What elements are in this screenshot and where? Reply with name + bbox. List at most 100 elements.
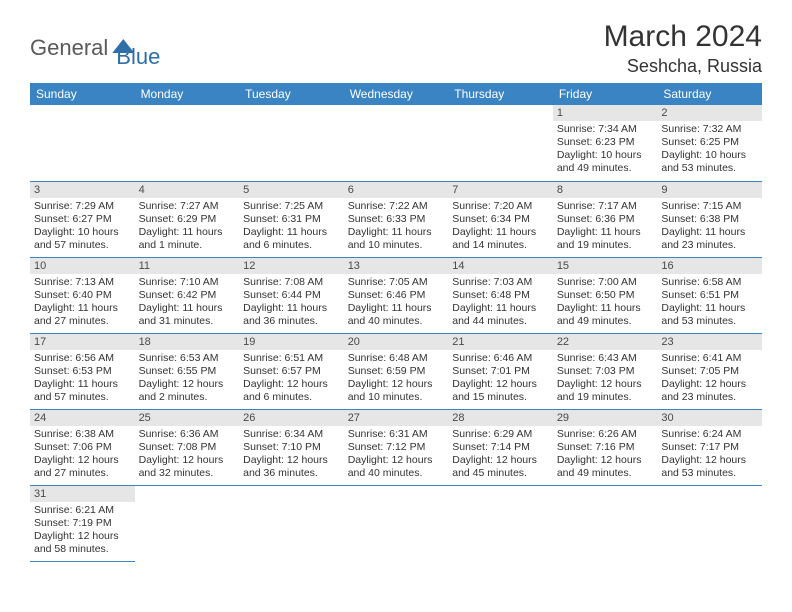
day-number: 4 xyxy=(135,182,240,198)
calendar-cell: 23Sunrise: 6:41 AMSunset: 7:05 PMDayligh… xyxy=(657,333,762,409)
sunrise-line: Sunrise: 7:05 AM xyxy=(348,276,445,289)
sunset-line: Sunset: 6:23 PM xyxy=(557,136,654,149)
brand-logo: General Blue xyxy=(30,26,160,70)
daylight-line-1: Daylight: 12 hours xyxy=(452,378,549,391)
sunset-line: Sunset: 7:01 PM xyxy=(452,365,549,378)
daylight-line-2: and 57 minutes. xyxy=(34,391,131,404)
sunrise-line: Sunrise: 7:25 AM xyxy=(243,200,340,213)
sunset-line: Sunset: 6:29 PM xyxy=(139,213,236,226)
calendar-cell: 21Sunrise: 6:46 AMSunset: 7:01 PMDayligh… xyxy=(448,333,553,409)
sunset-line: Sunset: 6:59 PM xyxy=(348,365,445,378)
calendar-cell xyxy=(448,105,553,181)
daylight-line-1: Daylight: 10 hours xyxy=(557,149,654,162)
daylight-line-2: and 49 minutes. xyxy=(557,467,654,480)
sunset-line: Sunset: 7:05 PM xyxy=(661,365,758,378)
month-title: March 2024 xyxy=(604,20,762,54)
daylight-line-1: Daylight: 12 hours xyxy=(139,454,236,467)
calendar-week: 1Sunrise: 7:34 AMSunset: 6:23 PMDaylight… xyxy=(30,105,762,181)
calendar-cell: 9Sunrise: 7:15 AMSunset: 6:38 PMDaylight… xyxy=(657,181,762,257)
sunset-line: Sunset: 7:14 PM xyxy=(452,441,549,454)
day-number: 10 xyxy=(30,258,135,274)
daylight-line-2: and 36 minutes. xyxy=(243,467,340,480)
day-number: 21 xyxy=(448,334,553,350)
calendar-cell xyxy=(448,485,553,561)
calendar-cell: 11Sunrise: 7:10 AMSunset: 6:42 PMDayligh… xyxy=(135,257,240,333)
sunset-line: Sunset: 6:50 PM xyxy=(557,289,654,302)
day-number: 8 xyxy=(553,182,658,198)
day-details: Sunrise: 6:41 AMSunset: 7:05 PMDaylight:… xyxy=(657,350,762,405)
daylight-line-1: Daylight: 11 hours xyxy=(243,226,340,239)
day-details: Sunrise: 6:46 AMSunset: 7:01 PMDaylight:… xyxy=(448,350,553,405)
sunrise-line: Sunrise: 6:53 AM xyxy=(139,352,236,365)
day-number: 23 xyxy=(657,334,762,350)
calendar-body: 1Sunrise: 7:34 AMSunset: 6:23 PMDaylight… xyxy=(30,105,762,561)
calendar-cell: 25Sunrise: 6:36 AMSunset: 7:08 PMDayligh… xyxy=(135,409,240,485)
sunrise-line: Sunrise: 6:48 AM xyxy=(348,352,445,365)
calendar-cell: 18Sunrise: 6:53 AMSunset: 6:55 PMDayligh… xyxy=(135,333,240,409)
daylight-line-1: Daylight: 11 hours xyxy=(452,226,549,239)
day-number: 13 xyxy=(344,258,449,274)
calendar-cell: 24Sunrise: 6:38 AMSunset: 7:06 PMDayligh… xyxy=(30,409,135,485)
day-details: Sunrise: 6:48 AMSunset: 6:59 PMDaylight:… xyxy=(344,350,449,405)
sunset-line: Sunset: 6:36 PM xyxy=(557,213,654,226)
daylight-line-2: and 40 minutes. xyxy=(348,467,445,480)
daylight-line-1: Daylight: 11 hours xyxy=(34,378,131,391)
day-number: 28 xyxy=(448,410,553,426)
sunset-line: Sunset: 7:03 PM xyxy=(557,365,654,378)
daylight-line-1: Daylight: 12 hours xyxy=(348,454,445,467)
calendar-cell xyxy=(135,105,240,181)
sunrise-line: Sunrise: 7:22 AM xyxy=(348,200,445,213)
day-number: 27 xyxy=(344,410,449,426)
sunrise-line: Sunrise: 7:08 AM xyxy=(243,276,340,289)
sunset-line: Sunset: 6:51 PM xyxy=(661,289,758,302)
daylight-line-1: Daylight: 11 hours xyxy=(557,226,654,239)
daylight-line-2: and 6 minutes. xyxy=(243,391,340,404)
day-number: 29 xyxy=(553,410,658,426)
calendar-week: 24Sunrise: 6:38 AMSunset: 7:06 PMDayligh… xyxy=(30,409,762,485)
day-number: 12 xyxy=(239,258,344,274)
sunrise-line: Sunrise: 7:15 AM xyxy=(661,200,758,213)
day-number: 22 xyxy=(553,334,658,350)
day-details: Sunrise: 6:24 AMSunset: 7:17 PMDaylight:… xyxy=(657,426,762,481)
daylight-line-1: Daylight: 11 hours xyxy=(661,302,758,315)
day-details: Sunrise: 7:17 AMSunset: 6:36 PMDaylight:… xyxy=(553,198,658,253)
day-number: 1 xyxy=(553,105,658,121)
day-details: Sunrise: 7:32 AMSunset: 6:25 PMDaylight:… xyxy=(657,121,762,176)
day-header: Sunday xyxy=(30,83,135,105)
daylight-line-1: Daylight: 11 hours xyxy=(348,302,445,315)
day-number: 9 xyxy=(657,182,762,198)
daylight-line-2: and 40 minutes. xyxy=(348,315,445,328)
sunrise-line: Sunrise: 6:41 AM xyxy=(661,352,758,365)
day-details: Sunrise: 7:13 AMSunset: 6:40 PMDaylight:… xyxy=(30,274,135,329)
sunset-line: Sunset: 6:31 PM xyxy=(243,213,340,226)
calendar-cell: 8Sunrise: 7:17 AMSunset: 6:36 PMDaylight… xyxy=(553,181,658,257)
sunset-line: Sunset: 6:55 PM xyxy=(139,365,236,378)
calendar-cell xyxy=(239,105,344,181)
day-details: Sunrise: 7:15 AMSunset: 6:38 PMDaylight:… xyxy=(657,198,762,253)
calendar-cell: 29Sunrise: 6:26 AMSunset: 7:16 PMDayligh… xyxy=(553,409,658,485)
sunrise-line: Sunrise: 6:21 AM xyxy=(34,504,131,517)
calendar-week: 31Sunrise: 6:21 AMSunset: 7:19 PMDayligh… xyxy=(30,485,762,561)
daylight-line-2: and 53 minutes. xyxy=(661,315,758,328)
calendar-cell xyxy=(239,485,344,561)
day-number: 2 xyxy=(657,105,762,121)
calendar-cell xyxy=(30,105,135,181)
sunrise-line: Sunrise: 7:20 AM xyxy=(452,200,549,213)
calendar-cell: 1Sunrise: 7:34 AMSunset: 6:23 PMDaylight… xyxy=(553,105,658,181)
day-details: Sunrise: 6:53 AMSunset: 6:55 PMDaylight:… xyxy=(135,350,240,405)
day-number: 17 xyxy=(30,334,135,350)
day-details: Sunrise: 7:34 AMSunset: 6:23 PMDaylight:… xyxy=(553,121,658,176)
daylight-line-2: and 57 minutes. xyxy=(34,239,131,252)
calendar-cell: 26Sunrise: 6:34 AMSunset: 7:10 PMDayligh… xyxy=(239,409,344,485)
sunrise-line: Sunrise: 6:43 AM xyxy=(557,352,654,365)
calendar-cell: 7Sunrise: 7:20 AMSunset: 6:34 PMDaylight… xyxy=(448,181,553,257)
day-number: 6 xyxy=(344,182,449,198)
daylight-line-2: and 23 minutes. xyxy=(661,391,758,404)
day-number: 15 xyxy=(553,258,658,274)
daylight-line-1: Daylight: 10 hours xyxy=(661,149,758,162)
daylight-line-2: and 10 minutes. xyxy=(348,239,445,252)
daylight-line-2: and 32 minutes. xyxy=(139,467,236,480)
daylight-line-2: and 53 minutes. xyxy=(661,467,758,480)
daylight-line-1: Daylight: 12 hours xyxy=(348,378,445,391)
sunrise-line: Sunrise: 7:10 AM xyxy=(139,276,236,289)
